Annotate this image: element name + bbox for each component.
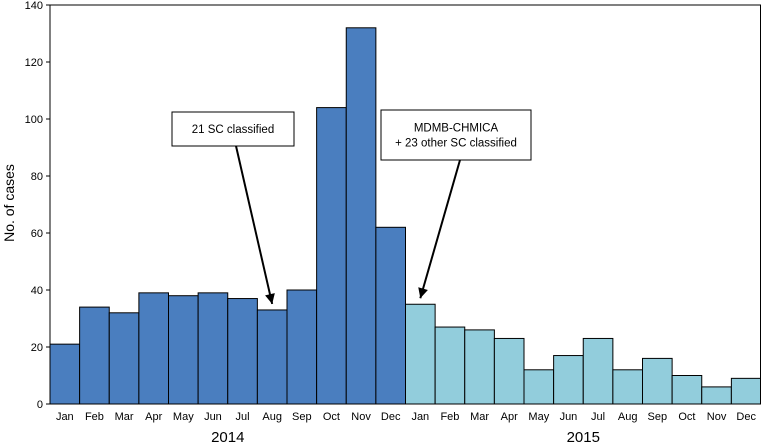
bar-2015-feb — [434, 326, 466, 405]
bar-2015-apr — [493, 337, 525, 405]
bar-2015-dec — [730, 377, 761, 405]
bar-2015-sep — [642, 357, 673, 405]
x-tick-label: Dec — [381, 411, 401, 423]
x-tick-label: Jun — [560, 411, 578, 423]
x-axis-month-labels: Jan Feb Mar Apr May Jun Jul Aug Sep Oct Nov Dec Jan F… — [56, 411, 757, 423]
x-tick-label: Feb — [85, 411, 104, 423]
year-label-2015: 2015 — [567, 429, 600, 444]
x-tick-label: Sep — [648, 411, 668, 423]
bars — [49, 27, 761, 405]
y-tick-label: 60 — [31, 228, 43, 240]
y-axis: 0 20 40 60 80 100 120 140 — [25, 0, 50, 411]
bar-2014-oct — [316, 107, 347, 405]
y-tick-label: 20 — [31, 342, 43, 354]
bar-2014-dec — [375, 226, 406, 405]
bar-2015-mar — [464, 329, 495, 405]
year-label-2014: 2014 — [211, 429, 244, 444]
bar-2014-aug — [256, 309, 288, 405]
y-axis-label: No. of cases — [1, 164, 17, 242]
annotation-arrow — [235, 145, 274, 305]
bar-2014-jan — [49, 343, 81, 405]
x-tick-label: Aug — [262, 411, 282, 423]
annotations: 21 SC classified MDMB-CHMICA + 23 other SC… — [171, 109, 532, 305]
x-axis-year-labels: 2014 2015 — [211, 429, 600, 444]
annotation-arrowhead — [418, 287, 428, 299]
x-tick-label: May — [173, 411, 194, 423]
x-tick-label: Feb — [440, 411, 459, 423]
bar-2015-jul — [582, 337, 614, 405]
x-tick-label: Jun — [204, 411, 222, 423]
x-tick-label: Mar — [470, 411, 489, 423]
x-tick-label: Apr — [501, 411, 518, 423]
x-tick-label: Apr — [145, 411, 162, 423]
y-tick-label: 0 — [37, 399, 43, 411]
x-tick-label: Jan — [56, 411, 74, 423]
bar-2014-jul — [227, 298, 258, 405]
x-tick-label: Oct — [323, 411, 340, 423]
x-tick-label: Sep — [292, 411, 312, 423]
bar-2015-jan — [405, 303, 436, 405]
bar-2014-mar — [108, 312, 140, 405]
annotation-text: MDMB-CHMICA — [414, 123, 499, 135]
annotation-box — [380, 109, 532, 161]
x-tick-label: Nov — [351, 411, 371, 423]
y-tick-label: 100 — [25, 114, 43, 126]
y-tick-label: 140 — [25, 0, 43, 12]
bar-2015-may — [523, 369, 555, 405]
bar-2014-nov — [345, 27, 377, 405]
x-tick-label: Jul — [591, 411, 605, 423]
bar-2014-sep — [286, 289, 318, 405]
x-tick-label: Jan — [411, 411, 429, 423]
bar-2014-feb — [79, 306, 110, 405]
bar-2015-nov — [701, 386, 732, 405]
y-tick-label: 120 — [25, 57, 43, 69]
x-tick-label: Aug — [618, 411, 638, 423]
bar-2015-oct — [671, 375, 703, 405]
y-tick-label: 40 — [31, 285, 43, 297]
x-tick-label: Dec — [736, 411, 756, 423]
annotation-box — [171, 111, 295, 147]
annotation-arrowhead — [265, 293, 275, 304]
annotation-text: 21 SC classified — [192, 124, 274, 136]
bar-2014-jun — [197, 292, 229, 405]
x-tick-label: Oct — [678, 411, 695, 423]
y-tick-label: 80 — [31, 171, 43, 183]
annotation-text: + 23 other SC classified — [395, 138, 517, 150]
bar-2014-may — [168, 295, 199, 405]
bar-2014-apr — [138, 292, 169, 405]
x-tick-label: Jul — [236, 411, 250, 423]
x-tick-label: May — [528, 411, 549, 423]
bar-2015-jun — [553, 355, 584, 405]
bar-2015-aug — [612, 369, 643, 405]
x-tick-label: Mar — [115, 411, 134, 423]
annotation-arrow — [419, 159, 461, 299]
x-tick-label: Nov — [707, 411, 727, 423]
